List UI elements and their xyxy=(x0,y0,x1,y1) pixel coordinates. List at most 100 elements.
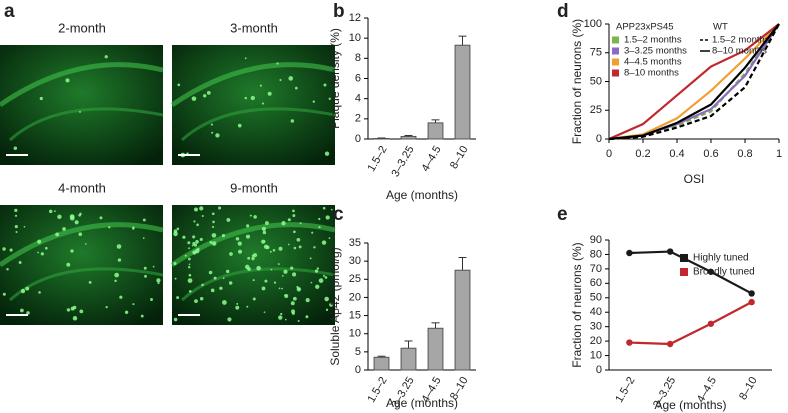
plaque-spot xyxy=(38,291,41,294)
tissue-band xyxy=(180,107,336,142)
plaque-spot xyxy=(283,269,288,274)
plaque-spot xyxy=(104,55,108,59)
x-axis-label: Age (months) xyxy=(386,396,458,410)
plaque-spot xyxy=(194,299,198,303)
panel-label: b xyxy=(333,1,345,22)
y-tick-label: 40 xyxy=(590,306,602,318)
plaque-spot xyxy=(188,273,192,277)
image-label: 3-month xyxy=(230,20,278,35)
plaque-spot xyxy=(328,97,331,100)
plaque-spot xyxy=(309,257,312,260)
plaque-spot xyxy=(66,262,71,267)
plaque-spot xyxy=(14,208,18,213)
plaque-spot xyxy=(318,226,321,229)
plaque-spot xyxy=(290,301,295,306)
panel-label: a xyxy=(4,1,15,22)
y-tick-label: 25 xyxy=(349,273,361,285)
plaque-spot xyxy=(235,305,240,310)
plaque-spot xyxy=(196,223,199,227)
series-line xyxy=(629,301,753,346)
tissue-band xyxy=(0,62,164,108)
plaque-spot xyxy=(117,258,122,262)
plaque-spot xyxy=(253,215,257,219)
legend-key xyxy=(612,58,619,66)
plaque-spot xyxy=(79,309,84,314)
bar xyxy=(427,122,444,140)
plaque-spot xyxy=(187,278,193,283)
y-tick-label: 100 xyxy=(584,18,602,30)
plaque-spot xyxy=(173,231,178,237)
plaque-spot xyxy=(305,315,309,319)
plaque-spot xyxy=(314,269,319,273)
plaque-spot xyxy=(278,287,281,290)
plaque-spot xyxy=(144,274,147,278)
plaque-spot xyxy=(287,243,290,246)
plaque-spot xyxy=(297,320,300,322)
plaque-spot xyxy=(329,302,334,307)
plaque-spot xyxy=(187,257,191,261)
plaque-spot xyxy=(37,239,42,244)
y-tick-label: 50 xyxy=(590,292,602,304)
bar xyxy=(427,327,444,371)
plaque-spot xyxy=(114,272,120,278)
legend-label: Highly tuned xyxy=(693,253,749,264)
y-axis-label: Plaque density (%) xyxy=(328,28,342,129)
bar xyxy=(373,356,390,371)
plaque-spot xyxy=(288,76,294,81)
x-tick-label: 8–10 xyxy=(737,375,760,402)
plaque-spot xyxy=(312,100,315,103)
tissue-band xyxy=(0,222,164,268)
plaque-spot xyxy=(211,233,217,238)
plaque-spot xyxy=(278,246,283,251)
plaque-spot xyxy=(270,268,273,271)
plaque-spot xyxy=(315,284,320,289)
plaque-spot xyxy=(290,119,295,123)
plaque-spot xyxy=(215,133,220,138)
plaque-spot xyxy=(45,246,48,250)
bar xyxy=(400,135,417,140)
plaque-spot xyxy=(182,235,186,239)
legend-key xyxy=(680,254,688,262)
plaque-spot xyxy=(256,265,261,271)
y-tick-label: 15 xyxy=(349,309,361,321)
plaque-spot xyxy=(85,243,87,245)
y-axis-label: Soluble Aβ42 (pmol/g) xyxy=(328,247,342,365)
plaque-spot xyxy=(143,266,147,270)
plaque-spot xyxy=(201,214,204,218)
legend-key xyxy=(612,69,619,77)
legend-key xyxy=(680,268,688,276)
plaque-spot xyxy=(26,311,30,315)
plaque-spot xyxy=(70,249,74,253)
plaque-spot xyxy=(219,286,223,290)
plaque-spot xyxy=(296,287,302,292)
plaque-spot xyxy=(78,213,82,217)
y-tick-label: 20 xyxy=(590,335,602,347)
y-tick-label: 50 xyxy=(590,75,602,87)
micrograph xyxy=(0,205,163,325)
y-tick-label: 30 xyxy=(590,321,602,333)
x-tick-label: 3–3.25 xyxy=(389,144,416,179)
plaque-spot xyxy=(263,311,266,313)
plaque-spot xyxy=(318,278,324,283)
plaque-spot xyxy=(189,290,192,293)
y-tick-label: 10 xyxy=(590,349,602,361)
legend-label: 8–10 months xyxy=(624,68,679,79)
plaque-spot xyxy=(14,214,18,217)
micrograph xyxy=(0,45,163,165)
plaque-spot xyxy=(298,245,302,249)
plaque-spot xyxy=(221,234,226,238)
y-tick-label: 12 xyxy=(349,12,361,24)
plaque-spot xyxy=(264,279,268,283)
y-tick-label: 4 xyxy=(355,93,361,105)
plaque-spot xyxy=(192,241,196,245)
plaque-spot xyxy=(293,246,297,250)
plaque-spot xyxy=(247,267,251,271)
plaque-spot xyxy=(66,308,71,312)
plaque-spot xyxy=(174,277,177,280)
plaque-spot xyxy=(249,214,252,217)
plaque-spot xyxy=(218,206,222,210)
y-tick-label: 30 xyxy=(349,255,361,267)
legend-title: APP23xPS45 xyxy=(616,22,674,33)
plaque-spot xyxy=(277,263,280,265)
